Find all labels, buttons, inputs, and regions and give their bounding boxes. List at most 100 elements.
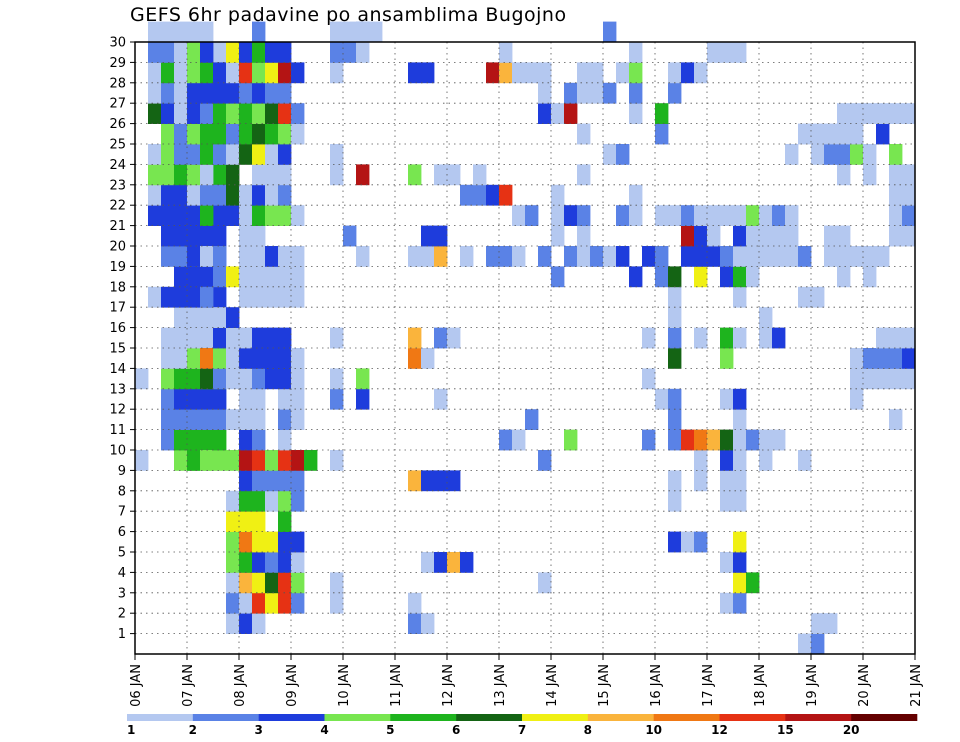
heatmap-cell xyxy=(551,266,565,288)
colorbar-swatch xyxy=(851,714,918,721)
heatmap-cell xyxy=(226,592,240,614)
heatmap-cell xyxy=(213,307,227,328)
heatmap-cell xyxy=(837,123,851,145)
heatmap-cell xyxy=(733,246,747,267)
heatmap-cell xyxy=(252,450,266,471)
heatmap-cell xyxy=(304,450,318,471)
heatmap-cell xyxy=(239,531,253,553)
y-tick-label: 12 xyxy=(109,403,126,418)
heatmap-cell xyxy=(694,327,708,349)
heatmap-cell xyxy=(252,572,266,594)
heatmap-cell xyxy=(278,409,292,430)
heatmap-cell xyxy=(499,42,513,63)
heatmap-cell xyxy=(343,225,357,247)
heatmap-cell xyxy=(759,327,773,349)
heatmap-cell xyxy=(226,450,240,471)
heatmap-cell xyxy=(226,531,240,553)
heatmap-cell xyxy=(226,552,240,573)
heatmap-cell xyxy=(239,388,253,410)
heatmap-cell xyxy=(577,123,591,145)
heatmap-cell xyxy=(291,388,305,410)
y-axis: 1234567891011121314151617181920212223242… xyxy=(109,36,135,642)
heatmap-cell xyxy=(265,450,279,471)
heatmap-cell xyxy=(811,144,825,165)
heatmap-cell xyxy=(499,62,513,84)
heatmap-cell xyxy=(239,184,253,206)
heatmap-cell xyxy=(759,429,773,451)
heatmap-cell xyxy=(863,368,877,390)
heatmap-cell xyxy=(551,184,565,206)
heatmap-cell xyxy=(187,327,201,349)
heatmap-cell xyxy=(707,429,721,451)
heatmap-cell xyxy=(239,103,253,124)
heatmap-cell xyxy=(265,144,279,165)
heatmap-cell xyxy=(577,246,591,267)
heatmap-cell xyxy=(239,123,253,145)
heatmap-cell xyxy=(330,327,344,349)
heatmap-cell xyxy=(733,327,747,349)
heatmap-cell xyxy=(252,21,266,43)
heatmap-cell xyxy=(863,266,877,288)
heatmap-cell xyxy=(226,144,240,165)
heatmap-cell xyxy=(239,409,253,430)
chart-title: GEFS 6hr padavine po ansamblima Bugojno xyxy=(130,4,567,26)
y-tick-label: 23 xyxy=(109,178,126,193)
heatmap-cell xyxy=(759,307,773,328)
heatmap-cell xyxy=(239,327,253,349)
heatmap-cell xyxy=(226,42,240,63)
heatmap-cell xyxy=(135,368,149,390)
heatmap-cell xyxy=(746,572,760,594)
colorbar-label: 2 xyxy=(189,723,197,737)
heatmap-cell xyxy=(798,633,812,655)
heatmap-cell xyxy=(642,368,656,390)
heatmap-cell xyxy=(278,123,292,145)
heatmap-cell xyxy=(499,184,513,206)
heatmap-cell xyxy=(824,225,838,247)
colorbar-label: 4 xyxy=(320,723,328,737)
heatmap-cell xyxy=(681,246,695,267)
heatmap-cell xyxy=(733,409,747,430)
heatmap-cell xyxy=(863,164,877,186)
heatmap-cell xyxy=(252,286,266,308)
heatmap-cell xyxy=(902,205,916,226)
heatmap-cell xyxy=(785,246,799,267)
heatmap-cell xyxy=(187,184,201,206)
y-tick-label: 15 xyxy=(109,342,126,357)
heatmap-cell xyxy=(148,164,162,186)
heatmap-cell xyxy=(824,246,838,267)
heatmap-cell xyxy=(564,103,578,124)
heatmap-cell xyxy=(278,144,292,165)
y-tick-label: 6 xyxy=(118,525,126,540)
heatmap-cell xyxy=(330,450,344,471)
heatmap-cell xyxy=(577,164,591,186)
heatmap-cell xyxy=(278,205,292,226)
heatmap-cell xyxy=(564,205,578,226)
heatmap-cell xyxy=(759,225,773,247)
heatmap-cell xyxy=(447,470,461,492)
heatmap-cell xyxy=(720,246,734,267)
heatmap-cell xyxy=(226,103,240,124)
heatmap-cell xyxy=(629,266,643,288)
heatmap-cell xyxy=(694,470,708,492)
heatmap-cell xyxy=(291,572,305,594)
heatmap-cell xyxy=(681,429,695,451)
colorbar-swatch xyxy=(258,714,325,721)
heatmap-cell xyxy=(330,592,344,614)
heatmap-cell xyxy=(421,246,435,267)
heatmap-cell xyxy=(824,144,838,165)
heatmap-cell xyxy=(239,368,253,390)
heatmap-cell xyxy=(265,266,279,288)
heatmap-cell xyxy=(473,164,487,186)
heatmap-cell xyxy=(642,327,656,349)
heatmap-cell xyxy=(161,21,214,43)
heatmap-cell xyxy=(226,613,240,634)
heatmap-cell xyxy=(694,62,708,84)
heatmap-cell xyxy=(291,368,305,390)
heatmap-cell xyxy=(239,266,253,288)
heatmap-cell xyxy=(291,552,305,573)
heatmap-cell xyxy=(785,205,799,226)
heatmap-cell xyxy=(239,470,253,492)
heatmap-cell xyxy=(148,144,162,165)
heatmap-cell xyxy=(278,490,292,512)
heatmap-cell xyxy=(629,62,643,84)
